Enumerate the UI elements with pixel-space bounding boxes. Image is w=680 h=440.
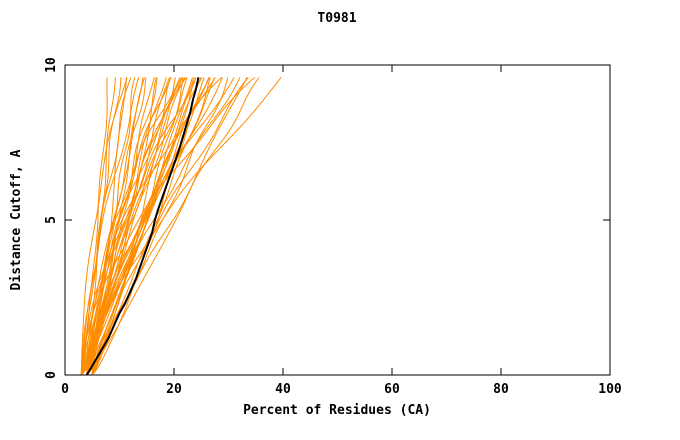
chart-title: T0981 (317, 11, 356, 26)
median-curve-layer (85, 77, 200, 376)
model-curve (80, 77, 187, 376)
model-curve (80, 77, 132, 376)
model-curve (80, 77, 282, 376)
x-tick-label: 0 (61, 382, 69, 397)
model-curve (80, 77, 170, 376)
model-curve (86, 77, 116, 376)
y-axis-label: Distance Cutoff, A (9, 149, 24, 290)
model-curve (91, 77, 205, 376)
model-curve (91, 77, 216, 376)
x-tick-label: 40 (275, 382, 291, 397)
model-curves-layer (80, 77, 282, 376)
y-tick-label: 10 (44, 57, 59, 73)
model-curve (86, 77, 248, 376)
model-curve (86, 77, 197, 376)
x-axis-label: Percent of Residues (CA) (243, 403, 431, 418)
ticks-layer: 0 20 40 60 80 100 0 5 10 (44, 57, 622, 397)
median-curve (85, 77, 200, 376)
model-curve (80, 77, 140, 376)
model-curve (86, 77, 260, 376)
model-curve (86, 77, 222, 375)
x-tick-label: 60 (384, 382, 400, 397)
y-tick-label: 5 (44, 216, 59, 224)
model-curve (80, 77, 256, 376)
x-tick-label: 80 (493, 382, 509, 397)
model-curve (86, 77, 147, 376)
y-tick-label: 0 (44, 371, 59, 379)
model-curve (91, 77, 181, 375)
x-tick-label: 100 (598, 382, 622, 397)
x-tick-label: 20 (166, 382, 182, 397)
model-curve (80, 77, 241, 376)
model-curve (80, 77, 128, 376)
